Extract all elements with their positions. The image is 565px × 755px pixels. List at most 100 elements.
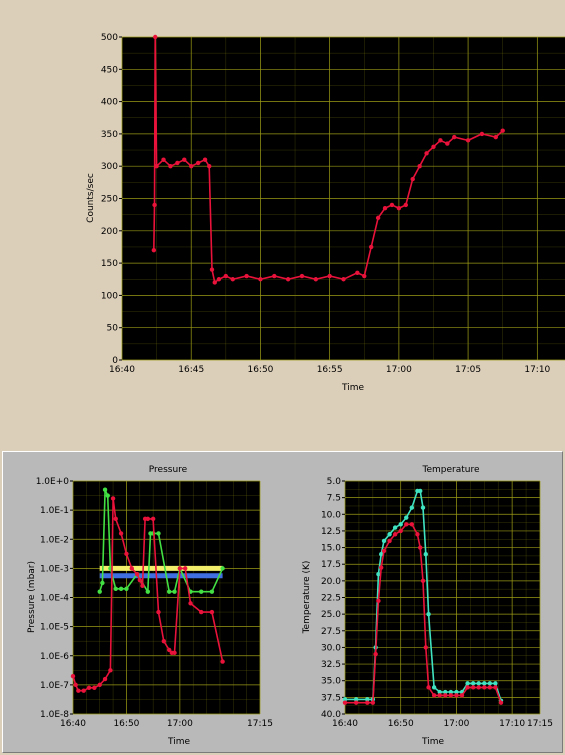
data-point bbox=[113, 586, 118, 591]
y-tick-label: 0 bbox=[112, 356, 118, 366]
data-point bbox=[465, 685, 470, 690]
data-point bbox=[389, 202, 395, 208]
data-point bbox=[392, 532, 398, 537]
data-point bbox=[459, 693, 465, 698]
data-point bbox=[195, 160, 201, 166]
data-point bbox=[223, 273, 229, 279]
y-tick-label: 35.0 bbox=[321, 677, 341, 687]
y-tick-label: 1.0E-2 bbox=[40, 535, 69, 545]
data-point bbox=[437, 693, 442, 698]
y-tick-label: 150 bbox=[101, 259, 118, 269]
y-tick-label: 300 bbox=[101, 162, 118, 172]
data-point bbox=[362, 273, 367, 279]
y-tick-label: 100 bbox=[101, 291, 118, 301]
y-tick-label: 1.0E-3 bbox=[40, 564, 69, 574]
data-point bbox=[140, 583, 145, 589]
data-point bbox=[409, 505, 415, 510]
y-tick-label: 50 bbox=[107, 324, 119, 334]
data-point bbox=[92, 685, 97, 690]
pressure-series bbox=[70, 487, 225, 693]
x-tick-label: 16:50 bbox=[247, 365, 273, 375]
data-point bbox=[209, 589, 215, 594]
pressure-ylabel: Pressure (mbar) bbox=[27, 561, 37, 633]
pressure-xlabel: Time bbox=[167, 737, 190, 747]
data-point bbox=[382, 205, 388, 211]
data-point bbox=[493, 685, 498, 690]
data-point bbox=[438, 138, 443, 143]
y-tick-label: 1.0E+0 bbox=[36, 477, 70, 487]
data-point bbox=[172, 650, 177, 656]
data-point bbox=[207, 164, 212, 169]
y-tick-label: 22.5 bbox=[321, 594, 341, 604]
data-point bbox=[102, 487, 108, 492]
data-point bbox=[409, 522, 415, 527]
data-point bbox=[445, 141, 450, 146]
data-point bbox=[113, 516, 118, 522]
data-point bbox=[426, 611, 431, 617]
counts-tick-labels: 0 50 100 150 200 250 300 350 400 450 500 16:40 16:45… bbox=[101, 33, 551, 375]
data-point bbox=[188, 601, 193, 606]
data-point bbox=[487, 685, 493, 690]
data-point bbox=[145, 516, 150, 522]
data-point bbox=[199, 589, 204, 594]
data-point bbox=[479, 131, 485, 137]
data-point bbox=[370, 700, 376, 705]
data-point bbox=[118, 531, 124, 536]
y-tick-label: 40.0 bbox=[321, 710, 341, 720]
y-tick-label: 1.0E-4 bbox=[40, 594, 69, 604]
data-point bbox=[152, 202, 157, 208]
x-tick-label: 16:40 bbox=[332, 719, 358, 729]
data-point bbox=[443, 689, 448, 695]
y-tick-label: 37.5 bbox=[321, 693, 341, 703]
data-point bbox=[375, 215, 381, 221]
x-tick-label: 17:00 bbox=[443, 719, 469, 729]
data-point bbox=[392, 525, 398, 530]
data-point bbox=[373, 651, 378, 657]
data-point bbox=[110, 496, 116, 501]
data-point bbox=[153, 34, 158, 40]
data-point bbox=[272, 273, 277, 279]
data-point bbox=[498, 700, 504, 705]
data-point bbox=[168, 164, 173, 169]
data-point bbox=[73, 682, 78, 688]
x-tick-label: 16:55 bbox=[317, 365, 343, 375]
y-tick-label: 17.5 bbox=[321, 560, 341, 570]
y-tick-label: 450 bbox=[101, 65, 118, 75]
y-tick-label: 1.0E-8 bbox=[40, 710, 69, 720]
y-tick-label: 7.5 bbox=[327, 494, 341, 504]
data-point bbox=[387, 538, 392, 544]
y-tick-label: 30.0 bbox=[321, 643, 341, 653]
data-point bbox=[76, 688, 81, 693]
pressure-title: Pressure bbox=[149, 465, 188, 475]
data-point bbox=[452, 134, 457, 140]
data-point bbox=[212, 280, 217, 285]
data-point bbox=[482, 685, 487, 690]
data-point bbox=[220, 566, 225, 571]
temperature-title: Temperature bbox=[421, 465, 479, 475]
data-point bbox=[81, 688, 86, 693]
data-point bbox=[454, 693, 459, 698]
data-point bbox=[209, 267, 215, 272]
data-point bbox=[202, 157, 208, 162]
counts-series bbox=[151, 34, 505, 285]
data-point bbox=[172, 589, 177, 594]
data-point bbox=[379, 565, 384, 570]
data-point bbox=[209, 609, 215, 615]
data-point bbox=[189, 164, 194, 169]
temperature-ylabel: Temperature (K) bbox=[302, 561, 312, 635]
data-point bbox=[355, 270, 360, 275]
data-point bbox=[398, 522, 403, 527]
data-point bbox=[470, 681, 476, 686]
data-point bbox=[299, 273, 305, 279]
y-tick-label: 1.0E-7 bbox=[40, 681, 69, 691]
data-point bbox=[417, 164, 422, 169]
data-point bbox=[327, 273, 332, 279]
data-point bbox=[403, 202, 408, 208]
data-point bbox=[368, 244, 374, 250]
data-point bbox=[313, 277, 319, 282]
data-point bbox=[156, 531, 161, 536]
x-tick-label: 17:15 bbox=[527, 719, 553, 729]
x-tick-label: 17:00 bbox=[386, 365, 412, 375]
data-point bbox=[420, 505, 426, 510]
